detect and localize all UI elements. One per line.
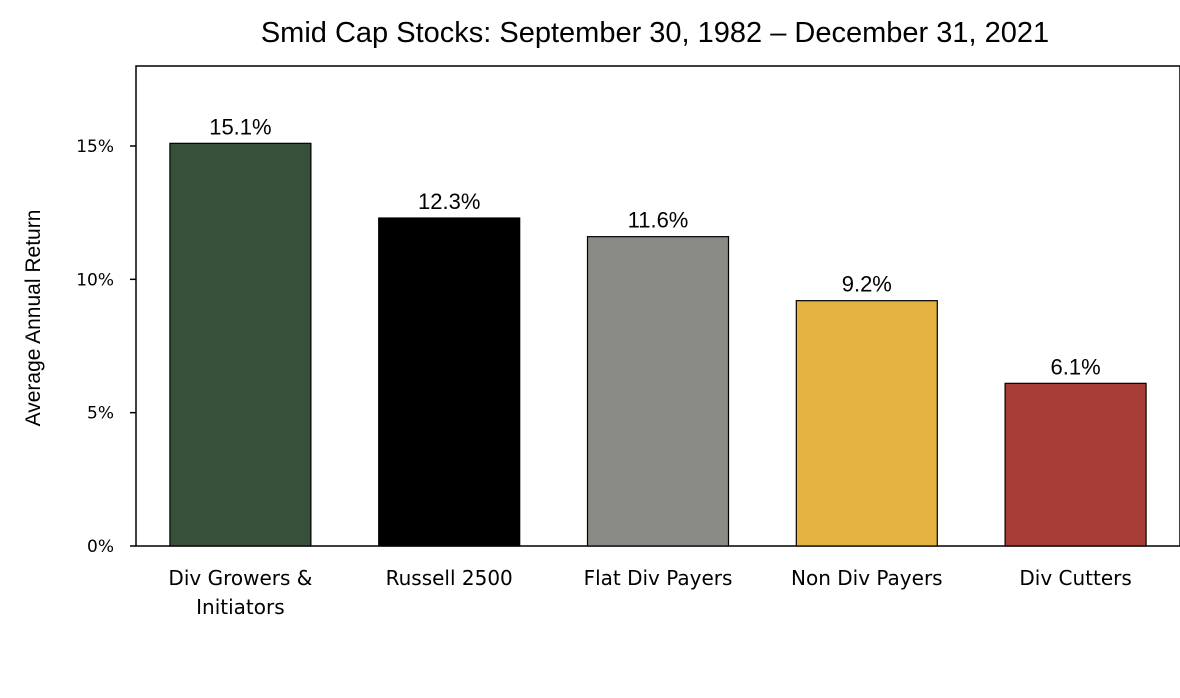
bar — [169, 142, 312, 547]
bar — [1004, 382, 1147, 547]
x-category-label: Flat Div Payers — [584, 566, 733, 590]
y-tick-label: 5% — [87, 404, 114, 424]
bar — [586, 236, 730, 547]
x-category-label: Div Growers & — [168, 566, 312, 590]
y-tick-label: 10% — [76, 270, 114, 290]
x-category-label: Initiators — [196, 595, 285, 619]
x-category-label: Div Cutters — [1019, 566, 1131, 590]
bar-value-label: 11.6% — [628, 208, 689, 233]
bar-value-label: 9.2% — [842, 272, 892, 297]
value-labels: 15.1% 12.3% 11.6% 9.2% 6.1% — [209, 114, 1100, 379]
y-axis-label: Average Annual Return — [22, 210, 45, 427]
chart-title: Smid Cap Stocks: September 30, 1982 – De… — [261, 17, 1049, 49]
x-axis-labels: Div Growers & Initiators Russell 2500 Flat … — [168, 566, 1131, 619]
bars — [169, 142, 1147, 547]
y-axis-ticks: 0% 5% 10% 15% — [76, 137, 136, 557]
bar-value-label: 6.1% — [1051, 354, 1101, 379]
bar — [378, 217, 521, 547]
bar — [795, 300, 938, 547]
bar-value-label: 12.3% — [418, 189, 480, 214]
bar-value-label: 15.1% — [209, 114, 271, 139]
y-tick-label: 0% — [87, 537, 114, 557]
x-category-label: Russell 2500 — [386, 566, 513, 590]
x-category-label: Non Div Payers — [791, 566, 943, 590]
y-tick-label: 15% — [76, 137, 114, 157]
